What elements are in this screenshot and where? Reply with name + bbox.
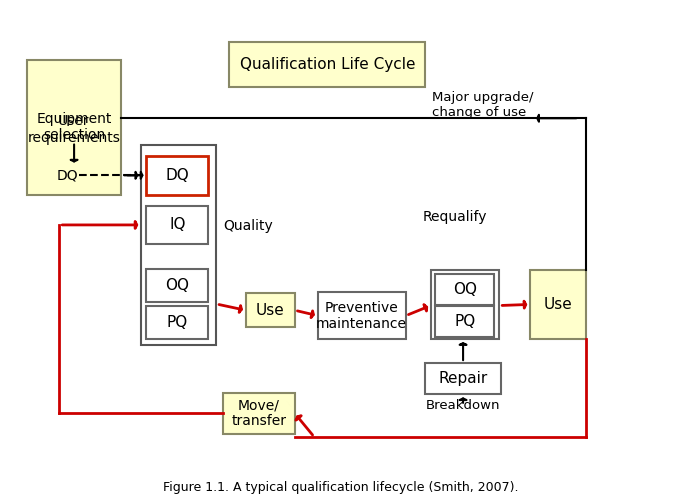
Text: Use: Use [256, 303, 285, 318]
FancyBboxPatch shape [27, 60, 121, 195]
Text: Requalify: Requalify [422, 210, 487, 224]
FancyBboxPatch shape [317, 292, 406, 339]
FancyBboxPatch shape [223, 393, 295, 434]
Text: Breakdown: Breakdown [426, 399, 501, 412]
Text: PQ: PQ [167, 315, 188, 330]
Text: Qualification Life Cycle: Qualification Life Cycle [240, 57, 415, 72]
FancyBboxPatch shape [229, 42, 426, 87]
Text: OQ: OQ [165, 278, 189, 293]
Text: Quality: Quality [223, 219, 272, 233]
FancyBboxPatch shape [530, 269, 586, 339]
FancyBboxPatch shape [435, 274, 494, 304]
FancyBboxPatch shape [146, 157, 208, 195]
Text: Equipment
selection: Equipment selection [36, 112, 112, 142]
Text: DQ: DQ [57, 168, 78, 182]
Text: Preventive
maintenance: Preventive maintenance [316, 300, 407, 331]
Text: Use: Use [543, 297, 572, 312]
FancyBboxPatch shape [426, 363, 501, 394]
FancyBboxPatch shape [246, 293, 295, 327]
FancyBboxPatch shape [435, 306, 494, 337]
Text: Figure 1.1. A typical qualification lifecycle (Smith, 2007).: Figure 1.1. A typical qualification life… [163, 481, 518, 494]
Text: User
requirements: User requirements [27, 114, 121, 145]
Text: Major upgrade/
change of use: Major upgrade/ change of use [432, 91, 533, 119]
FancyBboxPatch shape [146, 268, 208, 302]
Text: Repair: Repair [439, 371, 488, 386]
Text: IQ: IQ [169, 218, 186, 233]
Text: OQ: OQ [453, 282, 477, 297]
Text: PQ: PQ [454, 314, 475, 329]
FancyBboxPatch shape [146, 206, 208, 244]
FancyBboxPatch shape [141, 145, 217, 345]
Text: DQ: DQ [165, 168, 189, 183]
Text: Move/
transfer: Move/ transfer [232, 398, 286, 429]
FancyBboxPatch shape [430, 269, 499, 339]
FancyBboxPatch shape [146, 305, 208, 339]
